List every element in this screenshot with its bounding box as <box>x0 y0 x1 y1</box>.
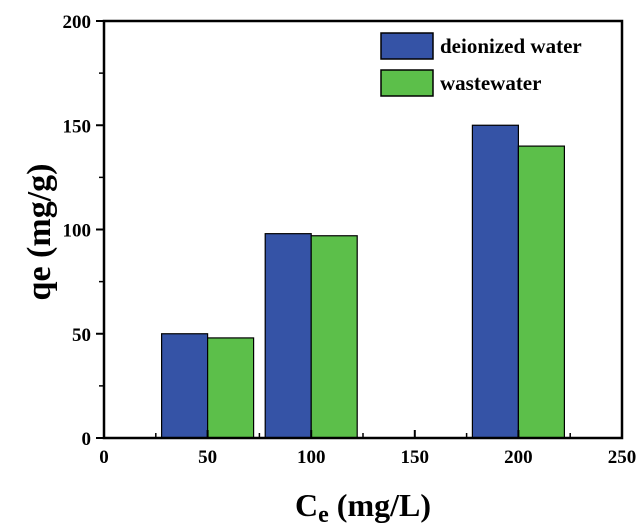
plot-frame <box>102 19 624 440</box>
x-axis-label-main: C <box>295 487 318 523</box>
y-tick-label: 150 <box>63 116 92 137</box>
legend: deionized water wastewater <box>380 32 582 97</box>
y-tick-label: 50 <box>72 325 91 346</box>
y-tick-label: 100 <box>63 221 92 242</box>
tick-labels-layer: 0 50 100 150 200 250 0 50 100 150 200 <box>63 12 637 468</box>
x-tick-label: 100 <box>297 447 326 468</box>
x-axis-label: Ce (mg/L) <box>295 487 431 527</box>
x-axis-label-sub: e <box>318 502 329 527</box>
x-tick-label: 250 <box>608 447 637 468</box>
x-tick-label: 150 <box>401 447 430 468</box>
bar-deionized-water-50 <box>161 333 209 439</box>
bars-layer <box>161 124 566 439</box>
x-tick-label: 50 <box>198 447 217 468</box>
y-axis-label: qe (mg/g) <box>21 164 58 301</box>
y-tick-label: 200 <box>63 12 92 33</box>
legend-swatch-deionized-water <box>380 32 434 60</box>
y-tick-label: 0 <box>82 429 92 450</box>
legend-label-wastewater: wastewater <box>440 71 541 95</box>
x-tick-label: 200 <box>504 447 533 468</box>
bar-wastewater-200 <box>517 145 566 439</box>
legend-label-deionized-water: deionized water <box>440 34 582 58</box>
x-tick-label: 0 <box>99 447 109 468</box>
bar-wastewater-50 <box>207 337 255 439</box>
x-axis-label-rest: (mg/L) <box>329 487 431 523</box>
legend-swatch-wastewater <box>380 69 434 97</box>
bar-deionized-water-200 <box>471 124 519 439</box>
bar-deionized-water-100 <box>264 233 312 439</box>
bar-wastewater-100 <box>310 235 358 439</box>
